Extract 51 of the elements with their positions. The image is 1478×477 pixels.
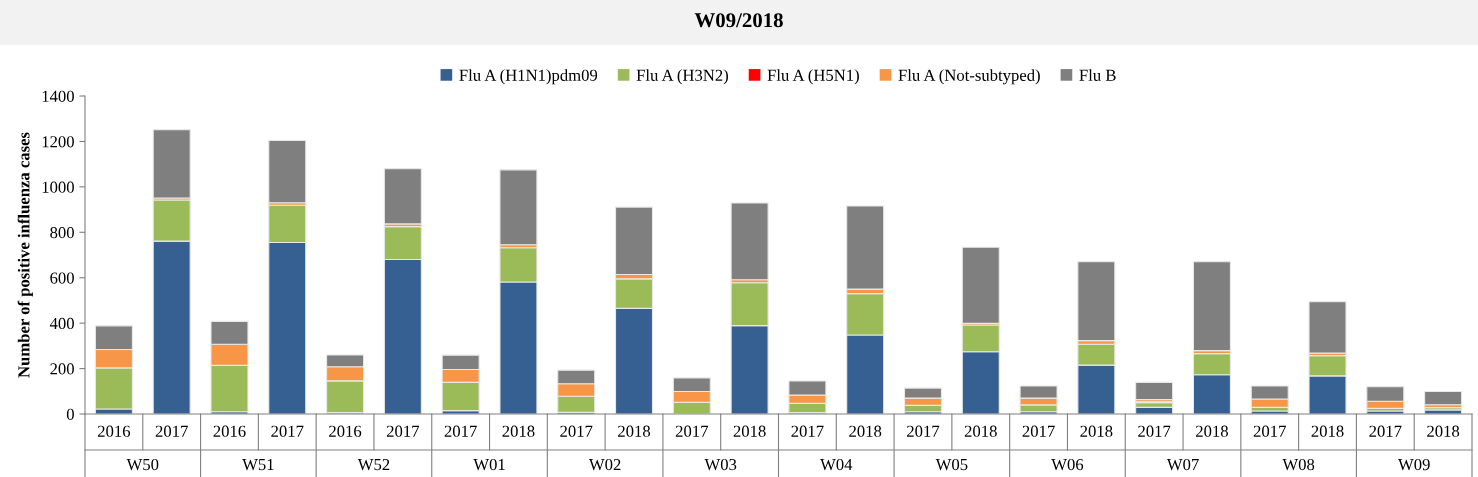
text: W06: [1051, 458, 1084, 471]
text: W03: [704, 458, 737, 471]
x-tick-label: 2018: [849, 425, 882, 437]
text: W52: [357, 458, 390, 471]
x-tick-label: 2017: [907, 425, 940, 437]
x-tick-label: 2017: [560, 425, 593, 437]
x-tick-label: 2017: [155, 425, 188, 437]
y-tick-label: 1200: [42, 136, 74, 148]
text: W04: [820, 458, 853, 471]
x-tick-label: 2018: [502, 425, 535, 437]
y-tick-label: 1400: [42, 90, 74, 102]
chart-title: W09/2018: [694, 13, 783, 28]
x-tick-label: 2017: [675, 425, 708, 437]
text: W09: [1398, 458, 1430, 471]
text: W08: [1282, 458, 1315, 471]
x-tick-label: 2016: [97, 425, 131, 437]
legend-label: Flu A (Not-subtyped): [898, 69, 1040, 85]
y-tick-label: 400: [49, 317, 74, 330]
x-tick-label: 2018: [733, 425, 766, 437]
x-tick-label: 2017: [791, 425, 824, 437]
x-tick-label: 2018: [618, 425, 651, 437]
x-tick-label: 2018: [1311, 425, 1344, 437]
legend-label: Flu A (H5N1): [767, 69, 859, 85]
x-tick-label: 2017: [1138, 425, 1171, 437]
x-tick-label: 2018: [1427, 425, 1460, 437]
x-tick-label: 2016: [213, 425, 246, 437]
x-tick-label: 2016: [329, 425, 362, 437]
text: W05: [935, 458, 968, 471]
x-tick-label: 2018: [1080, 425, 1113, 437]
text: W07: [1166, 458, 1199, 471]
y-tick-label: 1000: [42, 181, 74, 193]
x-tick-label: 2017: [444, 425, 477, 437]
x-tick-label: 2017: [1022, 425, 1055, 437]
y-tick-label: 800: [50, 226, 74, 239]
legend-label: Flu B: [1079, 69, 1116, 81]
y-tick-label: 0: [66, 408, 74, 420]
legend-label: Flu A (H1N1)pdm09: [459, 69, 598, 85]
y-axis-title: Number of positive influenza cases: [17, 132, 33, 378]
text: W50: [126, 458, 159, 471]
y-tick-label: 600: [50, 272, 74, 284]
legend-label: Flu A (H3N2): [636, 69, 728, 85]
text: W01: [473, 458, 505, 471]
text: W02: [588, 458, 621, 471]
x-tick-label: 2018: [1196, 425, 1228, 437]
x-tick-label: 2018: [964, 425, 997, 437]
x-tick-label: 2017: [1253, 425, 1286, 437]
x-tick-label: 2017: [271, 425, 304, 437]
x-tick-label: 2017: [386, 425, 420, 437]
y-tick-label: 200: [50, 363, 74, 375]
x-tick-label: 2017: [1369, 425, 1402, 437]
text: W51: [242, 459, 274, 471]
